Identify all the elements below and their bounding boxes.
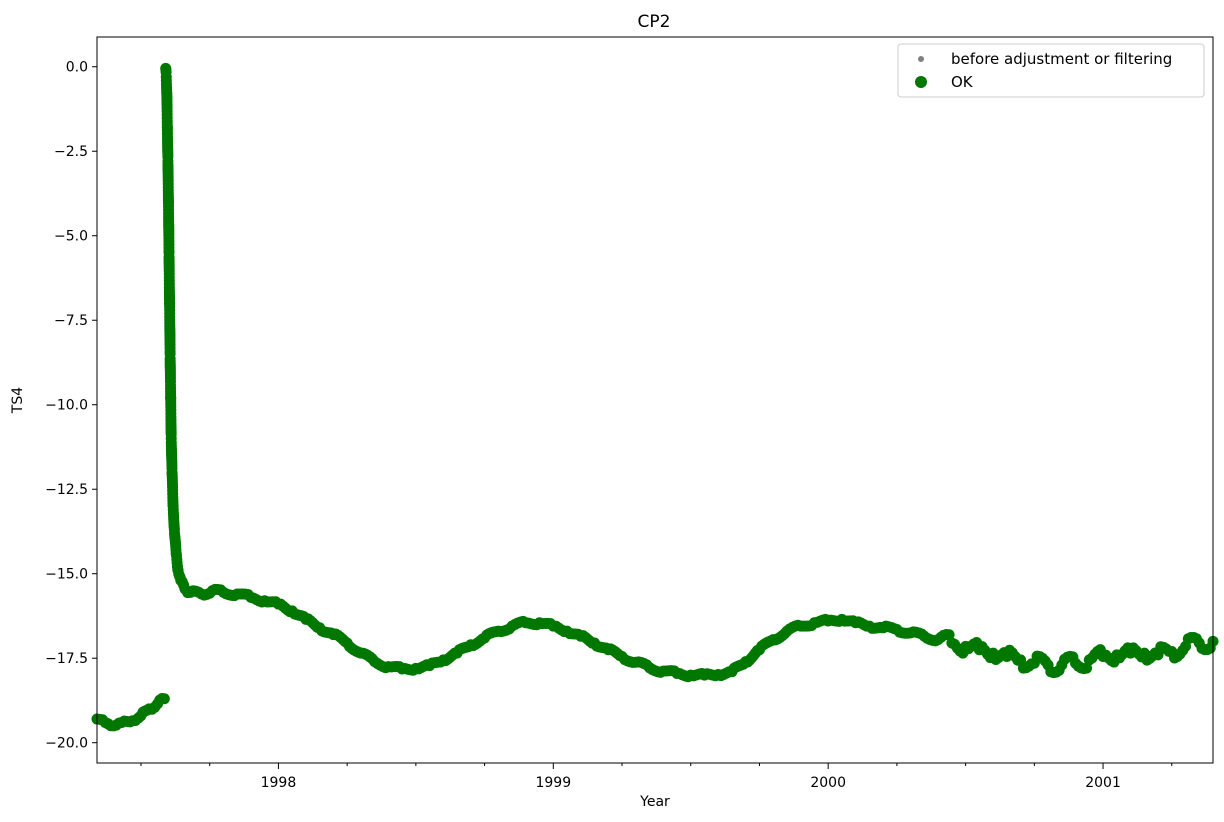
y-tick-label: −5.0 xyxy=(54,229,88,245)
data-point xyxy=(158,693,170,705)
x-tick-label: 1999 xyxy=(535,775,571,791)
y-tick-label: −10.0 xyxy=(45,398,88,414)
y-tick-label: −2.5 xyxy=(54,144,88,160)
x-tick-label: 2001 xyxy=(1085,775,1121,791)
legend-label-before-adjustment: before adjustment or filtering xyxy=(951,50,1172,68)
plot-area xyxy=(91,36,1219,764)
x-tick-label: 1998 xyxy=(261,775,297,791)
x-axis: 1998 1999 2000 2001 xyxy=(140,763,1173,791)
x-tick-label: 2000 xyxy=(810,775,846,791)
y-tick-label: −15.0 xyxy=(45,567,88,583)
y-axis: 0.0 −2.5 −5.0 −7.5 −10.0 −12.5 −15.0 −17.5 −20.0 xyxy=(45,60,97,752)
legend-marker-ok xyxy=(915,76,927,88)
legend: before adjustment or filtering OK xyxy=(897,43,1205,98)
x-axis-label: Year xyxy=(639,794,670,810)
y-tick-label: −7.5 xyxy=(54,313,88,329)
legend-box xyxy=(897,43,1205,98)
legend-marker-before-adjustment xyxy=(918,56,924,62)
plot-frame xyxy=(96,36,1214,764)
y-tick-label: −17.5 xyxy=(45,651,88,667)
chart-title: CP2 xyxy=(638,12,671,32)
y-tick-label: −20.0 xyxy=(45,736,88,752)
y-tick-label: −12.5 xyxy=(45,482,88,498)
y-axis-label: TS4 xyxy=(10,387,26,414)
legend-label-ok: OK xyxy=(951,73,974,91)
scatter-layer xyxy=(91,62,1219,732)
y-tick-label: 0.0 xyxy=(66,60,88,76)
